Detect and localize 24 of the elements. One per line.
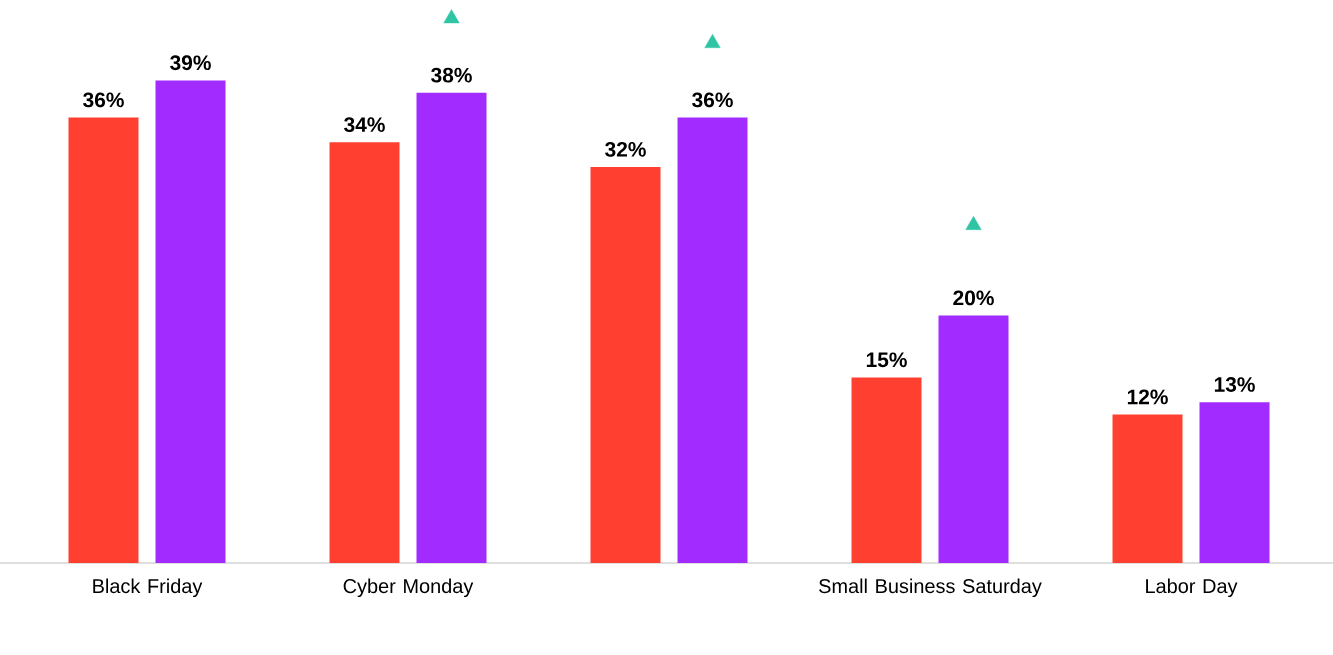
x-tick-label: Small Business Saturday <box>819 578 1042 598</box>
data-label: 15% <box>866 352 907 368</box>
x-tick-label: Labor Day <box>1146 578 1238 598</box>
bar <box>329 142 400 563</box>
bar <box>590 167 661 563</box>
data-label: 38% <box>431 67 472 83</box>
x-tick-label: Cyber Monday <box>343 578 474 598</box>
bar <box>677 117 748 563</box>
bar <box>416 92 487 563</box>
bar <box>851 377 922 563</box>
data-label: 36% <box>692 92 733 108</box>
bar <box>1199 402 1270 563</box>
bar <box>938 315 1009 563</box>
bar <box>1112 414 1183 563</box>
bar <box>68 117 139 563</box>
x-tick-label: Black Friday <box>93 578 203 598</box>
data-label: 13% <box>1214 377 1255 392</box>
data-label: 20% <box>953 290 994 306</box>
bar <box>155 80 226 563</box>
data-label: 36% <box>83 92 124 108</box>
data-label: 39% <box>170 55 211 71</box>
data-label: 12% <box>1127 389 1168 405</box>
data-label: 34% <box>344 117 385 133</box>
data-label: 32% <box>605 141 646 157</box>
